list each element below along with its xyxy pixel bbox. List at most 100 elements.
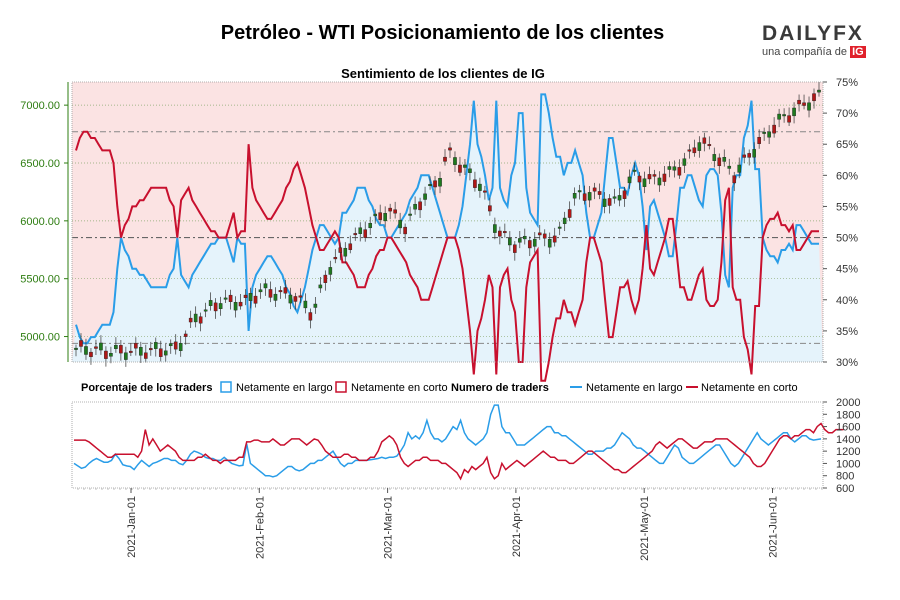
candle-body: [79, 340, 83, 347]
candle-body: [363, 229, 368, 238]
candle-body: [727, 165, 732, 169]
candle-body: [218, 303, 223, 310]
candle-body: [74, 347, 78, 350]
candle-body: [627, 176, 632, 184]
pct-axis: 30% 35% 40% 45% 50% 55% 60% 65% 70% 75%: [823, 77, 858, 369]
logo-tagline-text: una compañía de: [762, 46, 848, 58]
candle-body: [552, 235, 557, 243]
candle-body: [428, 184, 432, 187]
legend-pct-short-label: Netamente en corto: [351, 382, 448, 394]
chart-subtitle: Sentimiento de los clientes de IG: [341, 66, 545, 81]
candle-body: [772, 124, 776, 134]
candle-body: [707, 144, 712, 147]
candle-body: [443, 156, 447, 162]
count-tick-label: 1200: [836, 446, 860, 458]
price-tick-label: 5000.00: [20, 332, 60, 344]
candle-body: [393, 209, 397, 214]
legend-pct-long-swatch: [220, 381, 232, 393]
candle-body: [667, 166, 672, 170]
candle-body: [273, 293, 278, 301]
candle-body: [652, 174, 657, 177]
candle-body: [692, 147, 697, 154]
candle-body: [637, 175, 642, 183]
candle-body: [278, 290, 283, 293]
price-gridlines: [72, 104, 823, 337]
candle-body: [188, 317, 193, 323]
candle-body: [383, 213, 387, 222]
candle-body: [109, 353, 113, 357]
candle-body: [592, 187, 597, 192]
reference-lines: [72, 131, 823, 344]
candle-body: [597, 191, 602, 195]
legend-num-long-label: Netamente en largo: [586, 382, 683, 394]
candle-body: [323, 274, 328, 283]
candle-body: [398, 219, 402, 229]
candle-body: [642, 178, 647, 187]
candle-body: [602, 198, 607, 207]
candle-body: [483, 190, 487, 193]
candle-body: [662, 173, 667, 182]
candle-body: [527, 240, 532, 249]
candle-body: [612, 196, 617, 199]
dailyfx-logo[interactable]: DAILYFX una compañía de IG: [762, 22, 872, 58]
candle-body: [233, 302, 238, 311]
candle-body: [333, 256, 338, 260]
candle-body: [712, 154, 717, 161]
pct-tick-label: 30%: [836, 357, 858, 369]
candle-body: [697, 142, 702, 151]
count-tick-label: 1800: [836, 409, 860, 421]
count-tick-label: 600: [836, 483, 854, 495]
candle-body: [313, 303, 318, 308]
candle-body: [453, 157, 457, 165]
candle-body: [268, 289, 273, 298]
candle-body: [298, 295, 303, 298]
candle-body: [168, 343, 173, 347]
price-tick-label: 7000.00: [20, 100, 60, 112]
count-tick-label: 2000: [836, 397, 860, 409]
main-frame: [71, 81, 824, 363]
candle-body: [458, 164, 462, 173]
candle-body: [587, 192, 592, 201]
legend-num-short-label: Netamente en corto: [701, 382, 798, 394]
legend-pct-short-swatch: [335, 381, 347, 393]
candle-body: [243, 294, 248, 298]
candle-body: [238, 301, 243, 307]
candle-body: [547, 238, 552, 248]
candle-body: [537, 232, 542, 236]
candle-body: [358, 227, 363, 234]
candle-body: [508, 238, 512, 246]
candle-body: [622, 190, 627, 199]
candle-body: [208, 300, 213, 306]
candle-body: [762, 131, 766, 134]
pct-tick-label: 35%: [836, 326, 858, 338]
candle-body: [368, 222, 373, 229]
candle-body: [124, 352, 128, 360]
price-tick-label: 6500.00: [20, 158, 60, 170]
candle-body: [84, 346, 88, 355]
candle-body: [757, 137, 761, 144]
chart-title: Petróleo - WTI Posicionamiento de los cl…: [220, 22, 665, 44]
candle-body: [353, 233, 358, 236]
candle-body: [148, 348, 153, 351]
candle-body: [742, 154, 747, 158]
price-tick-label: 5500.00: [20, 274, 60, 286]
candle-body: [144, 352, 148, 359]
candle-body: [493, 224, 497, 233]
candle-body: [792, 107, 796, 117]
candle-body: [782, 114, 786, 117]
candle-body: [672, 166, 677, 171]
candle-body: [203, 309, 208, 312]
candle-body: [787, 115, 791, 123]
candle-body: [343, 247, 348, 257]
candle-body: [408, 213, 412, 216]
candle-body: [473, 179, 477, 188]
candle-body: [677, 167, 682, 176]
candle-body: [114, 344, 118, 349]
candle-body: [732, 175, 737, 184]
candle-body: [722, 157, 727, 162]
candle-body: [503, 231, 507, 234]
candle-body: [577, 190, 582, 193]
legend-pct-long-label: Netamente en largo: [236, 382, 333, 394]
